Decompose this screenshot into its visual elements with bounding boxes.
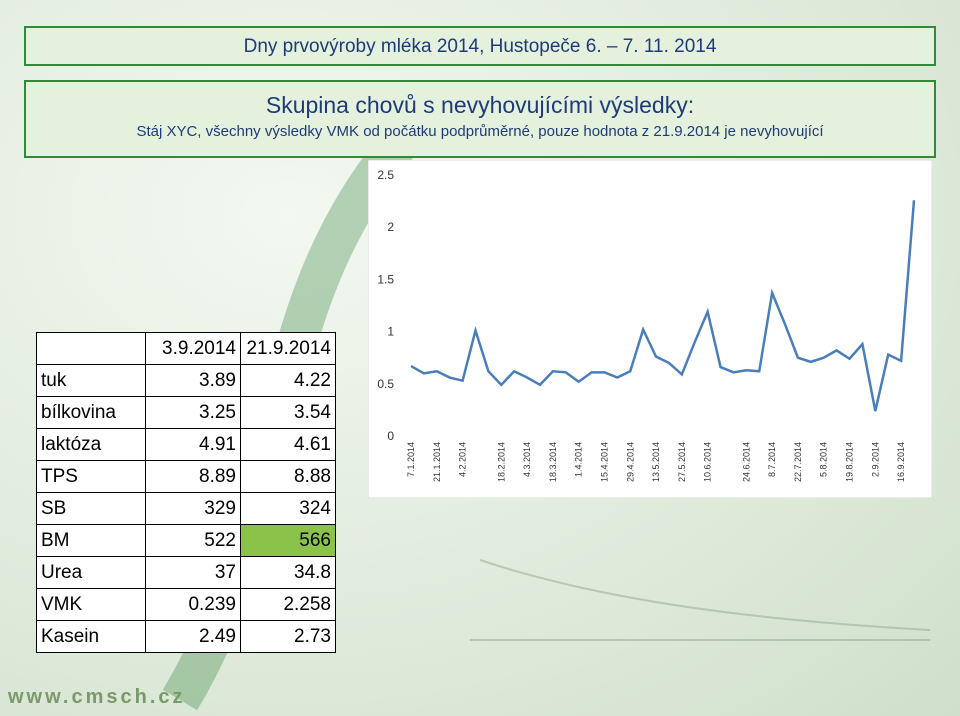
value-cell: 2.73 — [240, 620, 336, 653]
value-cell: 37 — [145, 556, 241, 589]
chart-background — [368, 160, 932, 498]
value-cell: 566 — [240, 524, 336, 557]
x-tick-label: 8.7.2014 — [767, 442, 777, 477]
header-row: 3.9.2014 21.9.2014 — [36, 332, 336, 365]
value-cell: 329 — [145, 492, 241, 525]
value-cell: 4.22 — [240, 364, 336, 397]
x-tick-label: 24.6.2014 — [741, 442, 751, 482]
note: Stáj XYC, všechny výsledky VMK od počátk… — [136, 123, 824, 140]
x-tick-label: 1.4.2014 — [574, 442, 584, 477]
chart: 0 0.5 1 1.5 2 2.5 7.1.2014 21.1.2014 4.2.2014 18.… — [368, 160, 932, 498]
table-row: VMK 0.239 2.258 — [36, 588, 336, 621]
column-header: 21.9.2014 — [240, 332, 336, 365]
table-row: TPS 8.89 8.88 — [36, 460, 336, 493]
value-cell: 0.239 — [145, 588, 241, 621]
value-cell: 34.8 — [240, 556, 336, 589]
title: Dny prvovýroby mléka 2014, Hustopeče 6. … — [243, 36, 717, 57]
value-cell: 8.89 — [145, 460, 241, 493]
row-label: Urea — [36, 556, 146, 589]
value-cell: 4.91 — [145, 428, 241, 461]
x-tick-label: 29.4.2014 — [625, 442, 635, 482]
row-label: tuk — [36, 364, 146, 397]
x-tick-label: 7.1.2014 — [406, 442, 416, 477]
table-row: tuk 3.89 4.22 — [36, 364, 336, 397]
value-cell: 4.61 — [240, 428, 336, 461]
x-tick-label: 13.5.2014 — [651, 442, 661, 482]
x-tick-label: 5.8.2014 — [819, 442, 829, 477]
x-tick-label: 4.3.2014 — [522, 442, 532, 477]
title-box: Dny prvovýroby mléka 2014, Hustopeče 6. … — [24, 26, 936, 66]
footer: www.cmsch.cz — [8, 686, 186, 708]
row-label: laktóza — [36, 428, 146, 461]
value-cell: 522 — [145, 524, 241, 557]
row-label: TPS — [36, 460, 146, 493]
row-label: SB — [36, 492, 146, 525]
x-tick-label: 10.6.2014 — [703, 442, 713, 482]
table-row: bílkovina 3.25 3.54 — [36, 396, 336, 429]
row-label: VMK — [36, 588, 146, 621]
table-row: laktóza 4.91 4.61 — [36, 428, 336, 461]
column-header: 3.9.2014 — [145, 332, 241, 365]
value-cell: 324 — [240, 492, 336, 525]
x-tick-label: 27.5.2014 — [677, 442, 687, 482]
row-label: bílkovina — [36, 396, 146, 429]
subtitle-box: Skupina chovů s nevyhovujícími výsledky:… — [24, 80, 936, 158]
y-tick-label: 0.5 — [377, 377, 394, 391]
table-row: BM 522 566 — [36, 524, 336, 557]
value-cell: 3.54 — [240, 396, 336, 429]
row-label: BM — [36, 524, 146, 557]
value-cell: 3.25 — [145, 396, 241, 429]
table-row: Urea 37 34.8 — [36, 556, 336, 589]
x-tick-label: 22.7.2014 — [793, 442, 803, 482]
x-tick-label: 2.9.2014 — [870, 442, 880, 477]
value-cell: 2.258 — [240, 588, 336, 621]
table-row: Kasein 2.49 2.73 — [36, 620, 336, 653]
corner-cell — [36, 332, 146, 365]
y-tick-label: 2 — [387, 220, 394, 234]
table-row: SB 329 324 — [36, 492, 336, 525]
data-line — [410, 200, 916, 412]
value-cell: 8.88 — [240, 460, 336, 493]
y-tick-label: 0 — [387, 429, 394, 443]
value-cell: 3.89 — [145, 364, 241, 397]
subtitle: Skupina chovů s nevyhovujícími výsledky: — [265, 92, 695, 118]
y-tick-label: 1.5 — [377, 272, 394, 286]
y-tick-label: 1 — [387, 325, 394, 339]
row-label: Kasein — [36, 620, 146, 653]
x-tick-label: 18.2.2014 — [496, 442, 506, 482]
x-tick-label: 18.3.2014 — [548, 442, 558, 482]
x-tick-label: 21.1.2014 — [432, 442, 442, 482]
x-tick-label: 19.8.2014 — [845, 442, 855, 482]
x-tick-label: 16.9.2014 — [896, 442, 906, 482]
data-table: 3.9.2014 21.9.2014 tuk 3.89 4.22 bílkovina 3.2… — [36, 332, 336, 653]
x-tick-label: 15.4.2014 — [599, 442, 609, 482]
value-cell: 2.49 — [145, 620, 241, 653]
y-tick-label: 2.5 — [377, 168, 394, 182]
x-tick-label: 4.2.2014 — [458, 442, 468, 477]
